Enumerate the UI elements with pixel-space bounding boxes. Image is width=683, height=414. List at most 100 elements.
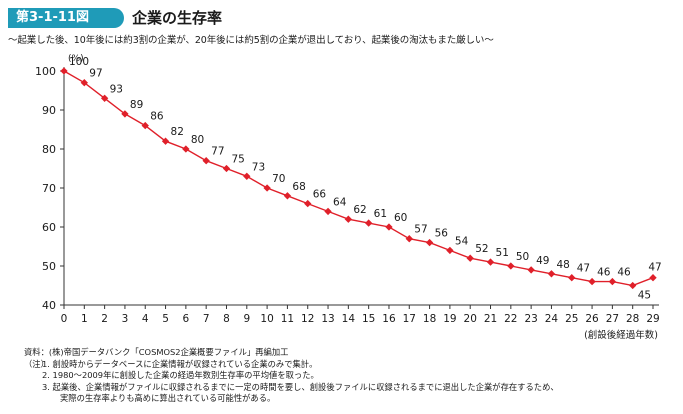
data-label: 49 [536, 255, 549, 267]
data-label: 75 [231, 154, 244, 166]
y-tick-label: 40 [42, 299, 56, 312]
x-tick-label: 25 [565, 313, 578, 325]
x-axis-label: (創設後経過年数) [584, 329, 658, 341]
data-point-marker [243, 172, 251, 180]
data-label: 52 [475, 243, 488, 255]
y-tick-label: 50 [42, 260, 56, 273]
data-point-marker [222, 164, 231, 173]
data-label: 82 [171, 126, 184, 138]
y-tick-label: 60 [42, 221, 56, 234]
note-row-3: 3. 起業後、企業情報がファイルに収録されるまでに一定の時間を要し、創設後ファイ… [24, 382, 559, 394]
data-point-marker [547, 270, 556, 278]
data-label: 68 [292, 181, 305, 193]
data-point-marker [60, 67, 68, 75]
y-tick-label: 80 [42, 143, 56, 156]
data-point-marker [344, 215, 353, 223]
x-tick-label: 10 [260, 313, 273, 325]
data-point-marker [364, 219, 373, 227]
note-item-3: 3. 起業後、企業情報がファイルに収録されるまでに一定の時間を要し、創設後ファイ… [42, 381, 559, 392]
data-label: 60 [394, 212, 407, 224]
y-tick-label: 70 [42, 182, 56, 195]
y-tick-label: 100 [35, 65, 56, 78]
note-row-1: （注）1. 創設時からデータベースに企業情報が収録されている企業のみで集計。 [24, 359, 559, 371]
data-label: 64 [333, 196, 347, 208]
data-point-marker [304, 199, 312, 208]
data-point-marker [202, 157, 210, 165]
data-label: 80 [191, 134, 204, 146]
data-point-marker [324, 207, 332, 216]
data-label: 48 [556, 259, 569, 271]
note-row-4: 実際の生存率よりも高めに算出されている可能性がある。 [24, 393, 559, 405]
data-point-marker [141, 121, 149, 130]
note-item-2: 2. 1980〜2009年に創設した企業の経過年数別生存率の平均値を取った。 [42, 370, 319, 380]
data-point-marker [486, 258, 495, 266]
chart-subtitle: 〜起業した後、10年後には約3割の企業が、20年後には約5割の企業が退出しており… [8, 35, 494, 46]
x-tick-label: 20 [464, 313, 477, 325]
x-tick-label: 26 [585, 313, 599, 325]
data-label: 46 [597, 267, 611, 279]
data-point-marker [608, 277, 617, 286]
note-row-2: 2. 1980〜2009年に創設した企業の経過年数別生存率の平均値を取った。 [24, 370, 559, 382]
data-label: 93 [110, 83, 123, 95]
x-tick-label: 11 [281, 313, 294, 325]
data-point-marker [629, 281, 637, 290]
x-tick-label: 4 [142, 313, 149, 325]
y-tick-label: 90 [42, 104, 56, 117]
data-label: 47 [577, 263, 590, 275]
source-note: 資料：(株)帝国データバンク「COSMOS2企業概要ファイル」再編加工 [24, 347, 289, 357]
data-point-marker [466, 254, 474, 262]
data-label: 45 [638, 290, 651, 302]
data-label: 70 [272, 173, 285, 185]
survival-rate-line [63, 70, 654, 287]
data-point-marker [121, 110, 129, 118]
data-point-marker [568, 274, 576, 282]
data-label: 61 [374, 208, 387, 220]
x-tick-label: 16 [382, 313, 396, 325]
x-tick-label: 22 [504, 313, 517, 325]
data-point-marker [385, 223, 393, 231]
x-tick-label: 3 [122, 313, 129, 325]
x-tick-label: 27 [606, 313, 619, 325]
data-label: 77 [211, 146, 224, 158]
data-point-marker [425, 238, 434, 247]
data-label: 66 [313, 189, 327, 201]
data-point-marker [405, 235, 413, 243]
data-point-marker [507, 262, 515, 270]
x-tick-label: 1 [81, 313, 88, 325]
x-tick-label: 24 [545, 313, 559, 325]
x-tick-label: 2 [101, 313, 108, 325]
data-label: 54 [455, 235, 469, 247]
data-point-marker [263, 184, 271, 192]
x-tick-label: 8 [223, 313, 230, 325]
notes-section: 資料：(株)帝国データバンク「COSMOS2企業概要ファイル」再編加工 （注）1… [24, 347, 559, 405]
data-label: 56 [435, 228, 449, 240]
x-tick-label: 29 [646, 313, 659, 325]
x-tick-label: 14 [342, 313, 356, 325]
data-label: 97 [89, 68, 102, 80]
notes-label: （注） [24, 358, 49, 369]
x-tick-label: 18 [423, 313, 436, 325]
x-tick-label: 23 [524, 313, 537, 325]
data-point-marker [80, 79, 88, 87]
note-item-3-cont: 実際の生存率よりも高めに算出されている可能性がある。 [60, 393, 276, 403]
x-tick-label: 7 [203, 313, 210, 325]
data-point-marker [588, 277, 596, 286]
data-label: 50 [516, 251, 529, 263]
x-tick-label: 28 [626, 313, 639, 325]
x-tick-label: 21 [484, 313, 497, 325]
data-point-marker [283, 192, 292, 200]
data-label: 89 [130, 99, 143, 111]
x-tick-label: 13 [321, 313, 334, 325]
data-point-marker [527, 266, 535, 274]
data-label: 57 [414, 224, 427, 236]
x-tick-label: 12 [301, 313, 314, 325]
data-label: 47 [648, 262, 661, 274]
data-point-marker [446, 246, 454, 255]
data-label: 73 [252, 161, 265, 173]
x-tick-label: 9 [243, 313, 250, 325]
y-axis-unit-label: (%) [68, 54, 84, 64]
data-label: 86 [150, 111, 164, 123]
data-point-marker [100, 94, 109, 102]
data-label: 62 [353, 204, 366, 216]
